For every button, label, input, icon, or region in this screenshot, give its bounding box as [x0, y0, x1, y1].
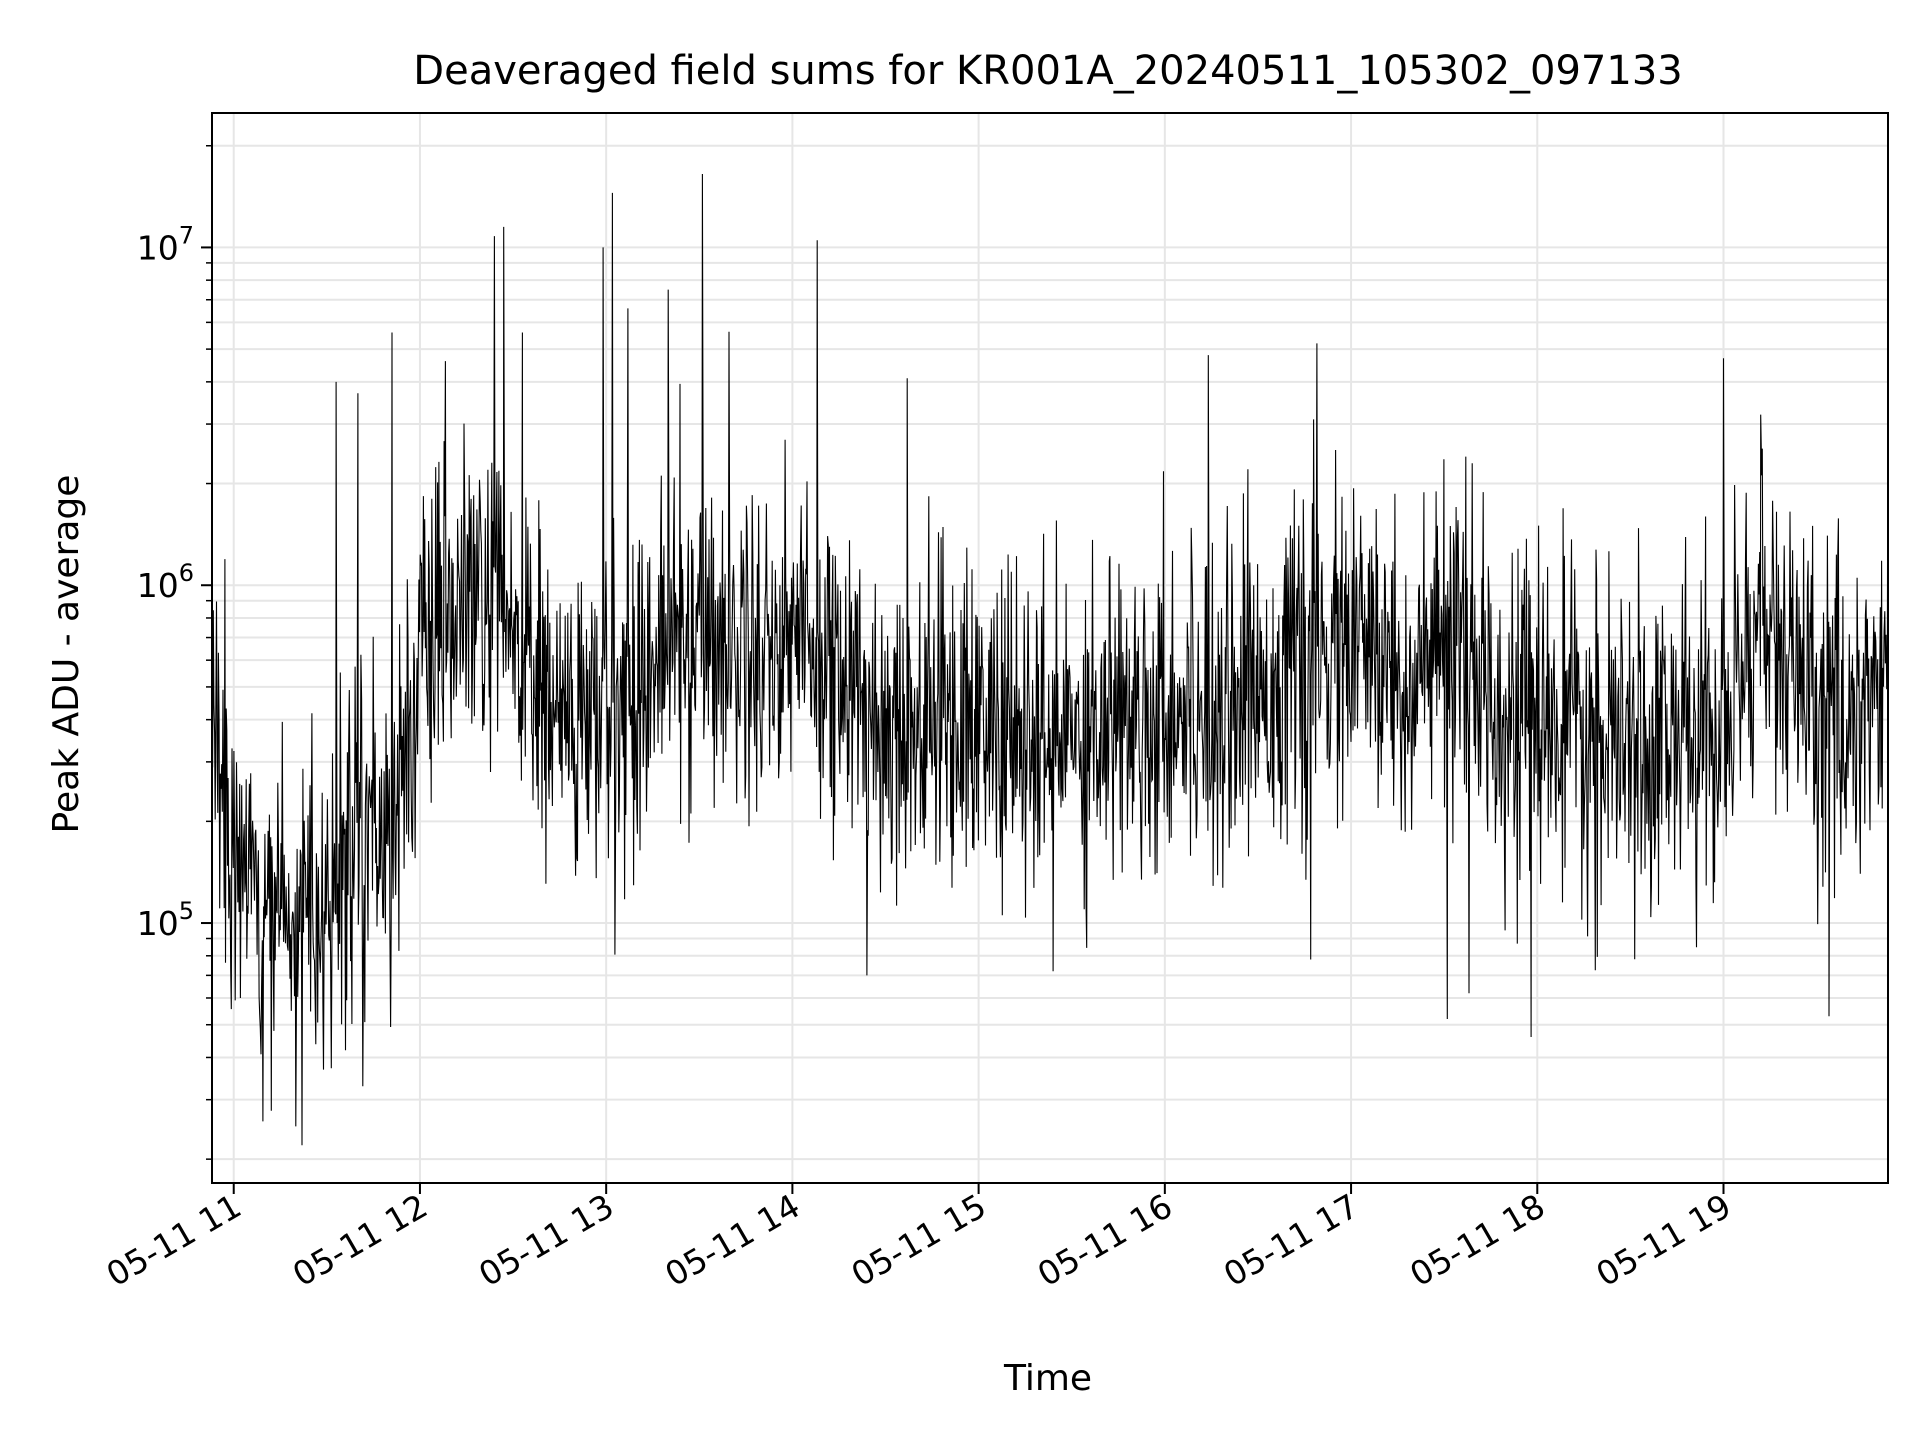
x-tick-labels: 05-11 11 05-11 12 05-11 13 05-11 14 05-11 15… — [100, 1186, 1738, 1294]
x-tick-label: 05-11 17 — [1217, 1186, 1365, 1294]
x-tick-label: 05-11 11 — [100, 1186, 248, 1294]
x-tick-label: 05-11 13 — [472, 1186, 620, 1294]
tick-marks — [201, 144, 1725, 1194]
x-tick-label: 05-11 19 — [1590, 1186, 1738, 1294]
x-tick-label: 05-11 14 — [658, 1186, 806, 1294]
y-tick-label: 105 — [137, 897, 194, 943]
x-tick-label: 05-11 18 — [1403, 1186, 1551, 1294]
plot-frame — [211, 112, 1889, 1184]
x-tick-label: 05-11 16 — [1031, 1186, 1179, 1294]
x-axis-label: Time — [1003, 1358, 1092, 1399]
y-tick-labels: 105 106 107 — [137, 221, 194, 943]
x-tick-label: 05-11 15 — [845, 1186, 993, 1294]
y-axis-label: Peak ADU - average — [46, 475, 87, 834]
y-tick-label: 107 — [137, 221, 194, 267]
y-tick-label: 106 — [137, 559, 194, 605]
series-layer — [211, 173, 1889, 1146]
x-tick-label: 05-11 12 — [286, 1186, 434, 1294]
chart-title: Deaveraged field sums for KR001A_2024051… — [413, 48, 1682, 94]
series-line — [211, 173, 1889, 1146]
